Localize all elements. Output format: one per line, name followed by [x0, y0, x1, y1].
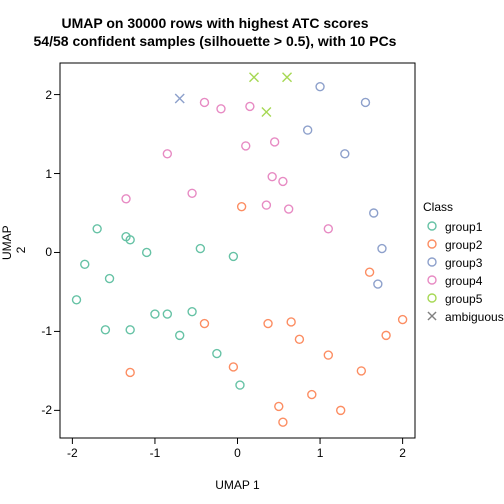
legend-item: group5 [423, 290, 504, 308]
legend-item: ambiguous [423, 308, 504, 326]
y-tick-label: -1 [32, 324, 52, 338]
x-axis-label: UMAP 1 [60, 478, 415, 492]
x-tick-label: -2 [67, 446, 78, 460]
x-tick-label: 1 [317, 446, 324, 460]
legend-label: group4 [441, 274, 482, 288]
group2-swatch-icon [423, 236, 441, 255]
legend-label: group1 [441, 220, 482, 234]
ambiguous-swatch-icon [423, 308, 441, 327]
y-tick-label: -2 [32, 403, 52, 417]
x-tick-label: 0 [234, 446, 241, 460]
y-tick-label: 2 [32, 88, 52, 102]
legend-label: group3 [441, 256, 482, 270]
x-tick-label: 2 [399, 446, 406, 460]
legend-item: group2 [423, 236, 504, 254]
x-tick-label: -1 [150, 446, 161, 460]
group1-swatch-icon [423, 218, 441, 237]
group5-swatch-icon [423, 290, 441, 309]
group3-swatch-icon [423, 254, 441, 273]
group4-swatch-icon [423, 272, 441, 291]
y-tick-label: 1 [32, 167, 52, 181]
legend-label: group5 [441, 292, 482, 306]
y-tick-label: 0 [32, 245, 52, 259]
legend-title: Class [423, 200, 504, 214]
legend-item: group4 [423, 272, 504, 290]
legend-item: group1 [423, 218, 504, 236]
legend: Class group1 group2 group3 group4 group5 ambig… [423, 200, 504, 326]
umap-scatter-chart: UMAP on 30000 rows with highest ATC scor… [0, 0, 504, 504]
legend-label: ambiguous [441, 310, 504, 324]
y-axis-label: UMAP 2 [0, 240, 28, 260]
legend-item: group3 [423, 254, 504, 272]
legend-label: group2 [441, 238, 482, 252]
